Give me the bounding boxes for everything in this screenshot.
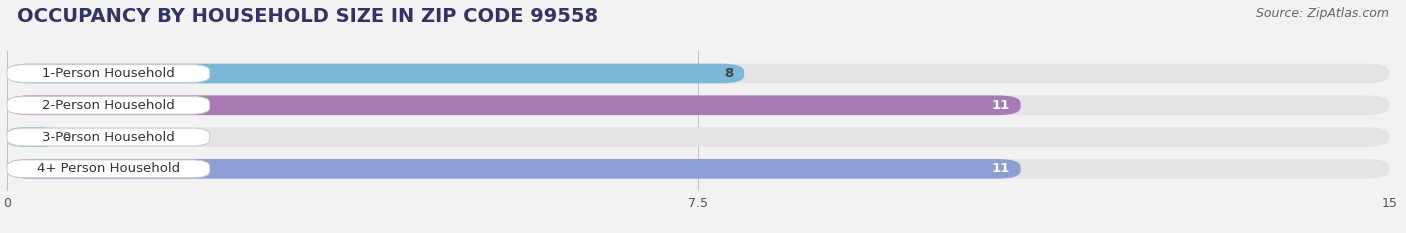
FancyBboxPatch shape bbox=[7, 64, 1389, 83]
Text: 3-Person Household: 3-Person Household bbox=[42, 130, 174, 144]
FancyBboxPatch shape bbox=[7, 159, 1389, 179]
FancyBboxPatch shape bbox=[7, 96, 209, 114]
Text: Source: ZipAtlas.com: Source: ZipAtlas.com bbox=[1256, 7, 1389, 20]
FancyBboxPatch shape bbox=[7, 128, 209, 146]
Text: 11: 11 bbox=[991, 162, 1010, 175]
FancyBboxPatch shape bbox=[7, 96, 1389, 115]
Text: 2-Person Household: 2-Person Household bbox=[42, 99, 174, 112]
FancyBboxPatch shape bbox=[7, 159, 1021, 179]
FancyBboxPatch shape bbox=[7, 160, 209, 178]
FancyBboxPatch shape bbox=[7, 127, 1389, 147]
Text: 1-Person Household: 1-Person Household bbox=[42, 67, 174, 80]
FancyBboxPatch shape bbox=[7, 64, 744, 83]
Text: 8: 8 bbox=[724, 67, 733, 80]
FancyBboxPatch shape bbox=[7, 65, 209, 82]
Text: 4+ Person Household: 4+ Person Household bbox=[37, 162, 180, 175]
FancyBboxPatch shape bbox=[7, 127, 58, 147]
Text: 0: 0 bbox=[62, 130, 70, 144]
FancyBboxPatch shape bbox=[7, 96, 1021, 115]
Text: OCCUPANCY BY HOUSEHOLD SIZE IN ZIP CODE 99558: OCCUPANCY BY HOUSEHOLD SIZE IN ZIP CODE … bbox=[17, 7, 598, 26]
Text: 11: 11 bbox=[991, 99, 1010, 112]
